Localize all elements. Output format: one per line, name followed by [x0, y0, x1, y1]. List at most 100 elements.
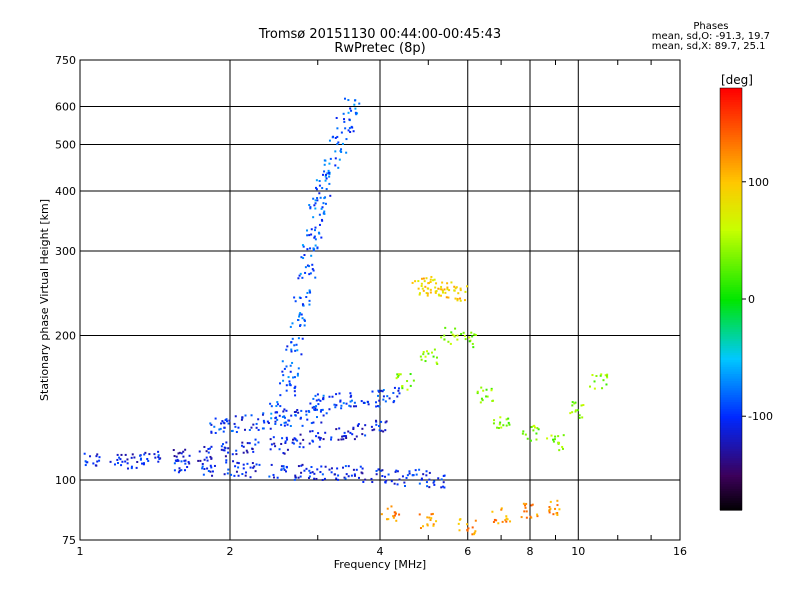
data-point: [279, 394, 282, 397]
data-point: [457, 522, 460, 525]
data-point: [352, 426, 355, 429]
data-point: [124, 460, 127, 463]
data-point: [312, 216, 315, 219]
data-point: [297, 465, 300, 468]
data-point: [384, 421, 387, 424]
data-point: [225, 418, 228, 421]
colorbar-segment: [720, 442, 742, 445]
data-point: [328, 395, 331, 398]
data-point: [309, 471, 312, 474]
data-point: [83, 452, 86, 455]
data-point: [337, 438, 340, 441]
data-point: [292, 376, 295, 379]
data-point: [319, 399, 322, 402]
data-point: [308, 469, 311, 472]
data-point: [211, 474, 214, 477]
data-point: [396, 395, 399, 398]
data-point: [318, 223, 321, 226]
data-point: [357, 476, 360, 479]
data-point: [316, 197, 319, 200]
data-point: [292, 442, 295, 445]
colorbar-segment: [720, 418, 742, 422]
data-point: [500, 426, 503, 429]
data-point: [263, 421, 266, 424]
data-point: [324, 202, 327, 205]
data-point: [491, 510, 494, 513]
data-point: [282, 374, 285, 377]
data-point: [420, 284, 423, 287]
data-point: [456, 297, 459, 300]
colorbar-segment: [720, 141, 742, 145]
data-point: [384, 475, 387, 478]
colorbar-segment: [720, 247, 742, 251]
data-point: [221, 443, 224, 446]
data-point: [341, 435, 344, 438]
colorbar-segment: [720, 153, 742, 157]
colorbar-segment: [720, 231, 742, 234]
data-point: [315, 188, 318, 191]
data-point: [242, 467, 245, 470]
colorbar-segment: [720, 160, 742, 164]
data-point: [347, 475, 350, 478]
data-point: [347, 129, 350, 132]
data-point: [354, 107, 357, 110]
data-point: [507, 421, 510, 424]
colorbar-segment: [720, 113, 742, 117]
data-point: [593, 387, 596, 390]
colorbar-segment: [720, 132, 742, 136]
colorbar-segment: [720, 362, 742, 366]
data-point: [294, 349, 297, 352]
data-point: [442, 485, 445, 488]
data-point: [142, 463, 145, 466]
data-point: [471, 533, 474, 536]
data-point: [184, 448, 187, 451]
data-point: [378, 399, 381, 402]
data-point: [270, 405, 273, 408]
data-point: [320, 421, 323, 424]
data-point: [334, 136, 337, 139]
data-point: [600, 373, 603, 376]
data-point: [308, 265, 311, 268]
data-point: [395, 377, 398, 380]
data-point: [306, 234, 309, 237]
data-point: [235, 453, 238, 456]
colorbar-segment: [720, 198, 742, 202]
data-point: [456, 338, 459, 341]
colorbar-segment: [720, 385, 742, 389]
data-point: [338, 427, 341, 430]
data-point: [233, 422, 236, 425]
data-point: [530, 504, 533, 507]
colorbar-segment: [720, 470, 742, 474]
data-point: [420, 277, 423, 280]
data-point: [481, 399, 484, 402]
colorbar-segment: [720, 488, 742, 492]
data-point: [130, 465, 133, 468]
colorbar-segment: [720, 406, 742, 410]
data-point: [285, 389, 288, 392]
data-point: [261, 413, 264, 416]
data-point: [501, 520, 504, 523]
data-point: [536, 513, 539, 516]
data-point: [246, 451, 249, 454]
data-point: [250, 414, 253, 417]
data-point: [350, 394, 353, 397]
data-point: [283, 468, 286, 471]
data-point: [446, 288, 449, 291]
data-point: [524, 504, 527, 507]
data-point: [120, 453, 123, 456]
data-point: [353, 473, 356, 476]
data-point: [554, 435, 557, 438]
data-point: [302, 245, 305, 248]
colorbar-segment: [720, 155, 742, 159]
data-point: [451, 333, 454, 336]
data-point: [426, 523, 429, 526]
data-point: [437, 287, 440, 290]
data-point: [339, 400, 342, 403]
data-point: [500, 508, 503, 511]
data-point: [432, 355, 435, 358]
data-point: [532, 429, 535, 432]
colorbar-segment: [720, 212, 742, 216]
data-point: [573, 402, 576, 405]
data-point: [393, 511, 396, 514]
data-point: [226, 472, 229, 475]
